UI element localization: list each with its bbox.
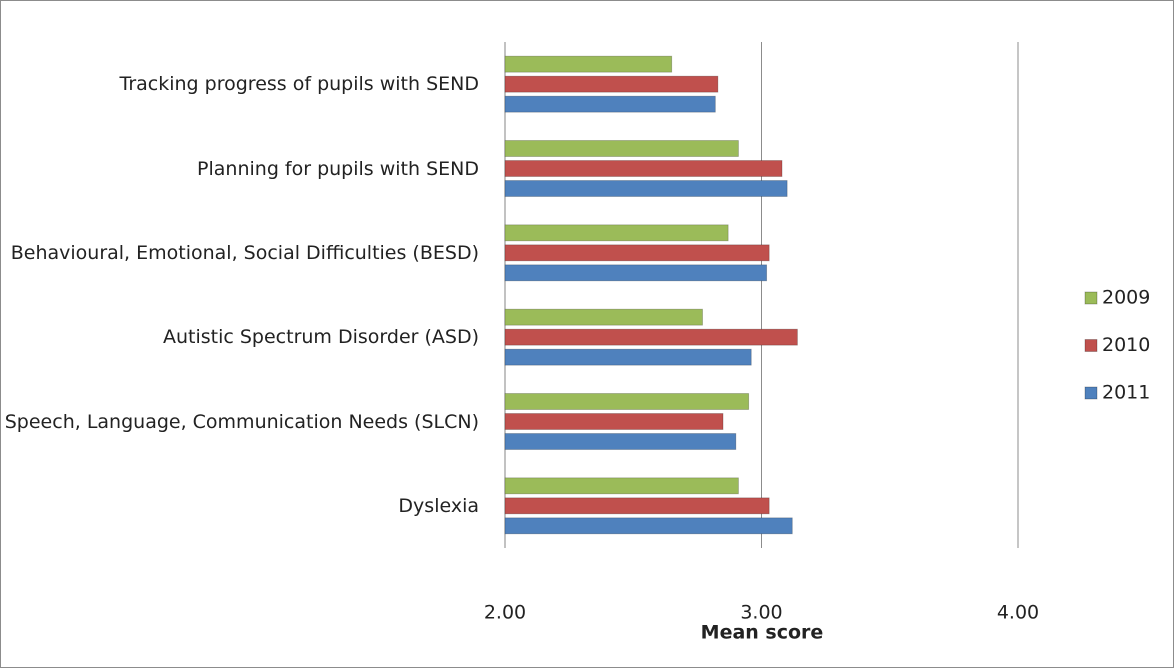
y-tick-label-box: Behavioural, Emotional, Social Difficult… bbox=[11, 223, 479, 283]
bar bbox=[504, 75, 719, 93]
y-tick-label: Behavioural, Emotional, Social Difficult… bbox=[10, 241, 479, 264]
bar bbox=[504, 264, 768, 282]
bar bbox=[504, 95, 716, 113]
y-tick-label: Speech, Language, Communication Needs (S… bbox=[4, 410, 479, 433]
bar bbox=[504, 328, 798, 346]
y-tick-label: Planning for pupils with SEND bbox=[197, 157, 479, 180]
x-tick-label: 4.00 bbox=[997, 602, 1039, 624]
legend-swatch bbox=[1084, 291, 1098, 305]
x-tick-label: 2.00 bbox=[484, 602, 526, 624]
bar bbox=[504, 140, 739, 157]
bar bbox=[504, 224, 729, 242]
bar bbox=[504, 413, 724, 430]
y-tick-label: Tracking progress of pupils with SEND bbox=[119, 73, 479, 96]
y-tick-label-box: Tracking progress of pupils with SEND bbox=[120, 54, 479, 114]
bar bbox=[504, 393, 750, 410]
bar bbox=[504, 517, 793, 535]
legend-swatch bbox=[1084, 386, 1098, 400]
legend-label: 2011 bbox=[1102, 382, 1150, 404]
legend-label: 2010 bbox=[1102, 334, 1150, 356]
y-tick-label-box: Dyslexia bbox=[398, 476, 479, 536]
bar bbox=[504, 244, 770, 262]
bar bbox=[504, 477, 739, 495]
x-axis-label: Mean score bbox=[701, 622, 824, 644]
y-tick-label-box: Speech, Language, Communication Needs (S… bbox=[5, 392, 479, 452]
bar bbox=[504, 180, 788, 197]
y-tick-label-box: Planning for pupils with SEND bbox=[197, 139, 479, 199]
legend-label: 2009 bbox=[1102, 287, 1150, 309]
bar bbox=[504, 497, 770, 515]
legend-swatch bbox=[1084, 339, 1098, 352]
bar bbox=[504, 308, 703, 326]
y-tick-label: Dyslexia bbox=[398, 494, 479, 517]
y-tick-label-box: Autistic Spectrum Disorder (ASD) bbox=[163, 307, 479, 367]
y-tick-label: Autistic Spectrum Disorder (ASD) bbox=[162, 326, 479, 349]
bar bbox=[504, 433, 737, 450]
x-tick-label: 3.00 bbox=[740, 602, 782, 624]
bar bbox=[504, 348, 752, 366]
bar bbox=[504, 55, 673, 73]
bar bbox=[504, 160, 783, 177]
